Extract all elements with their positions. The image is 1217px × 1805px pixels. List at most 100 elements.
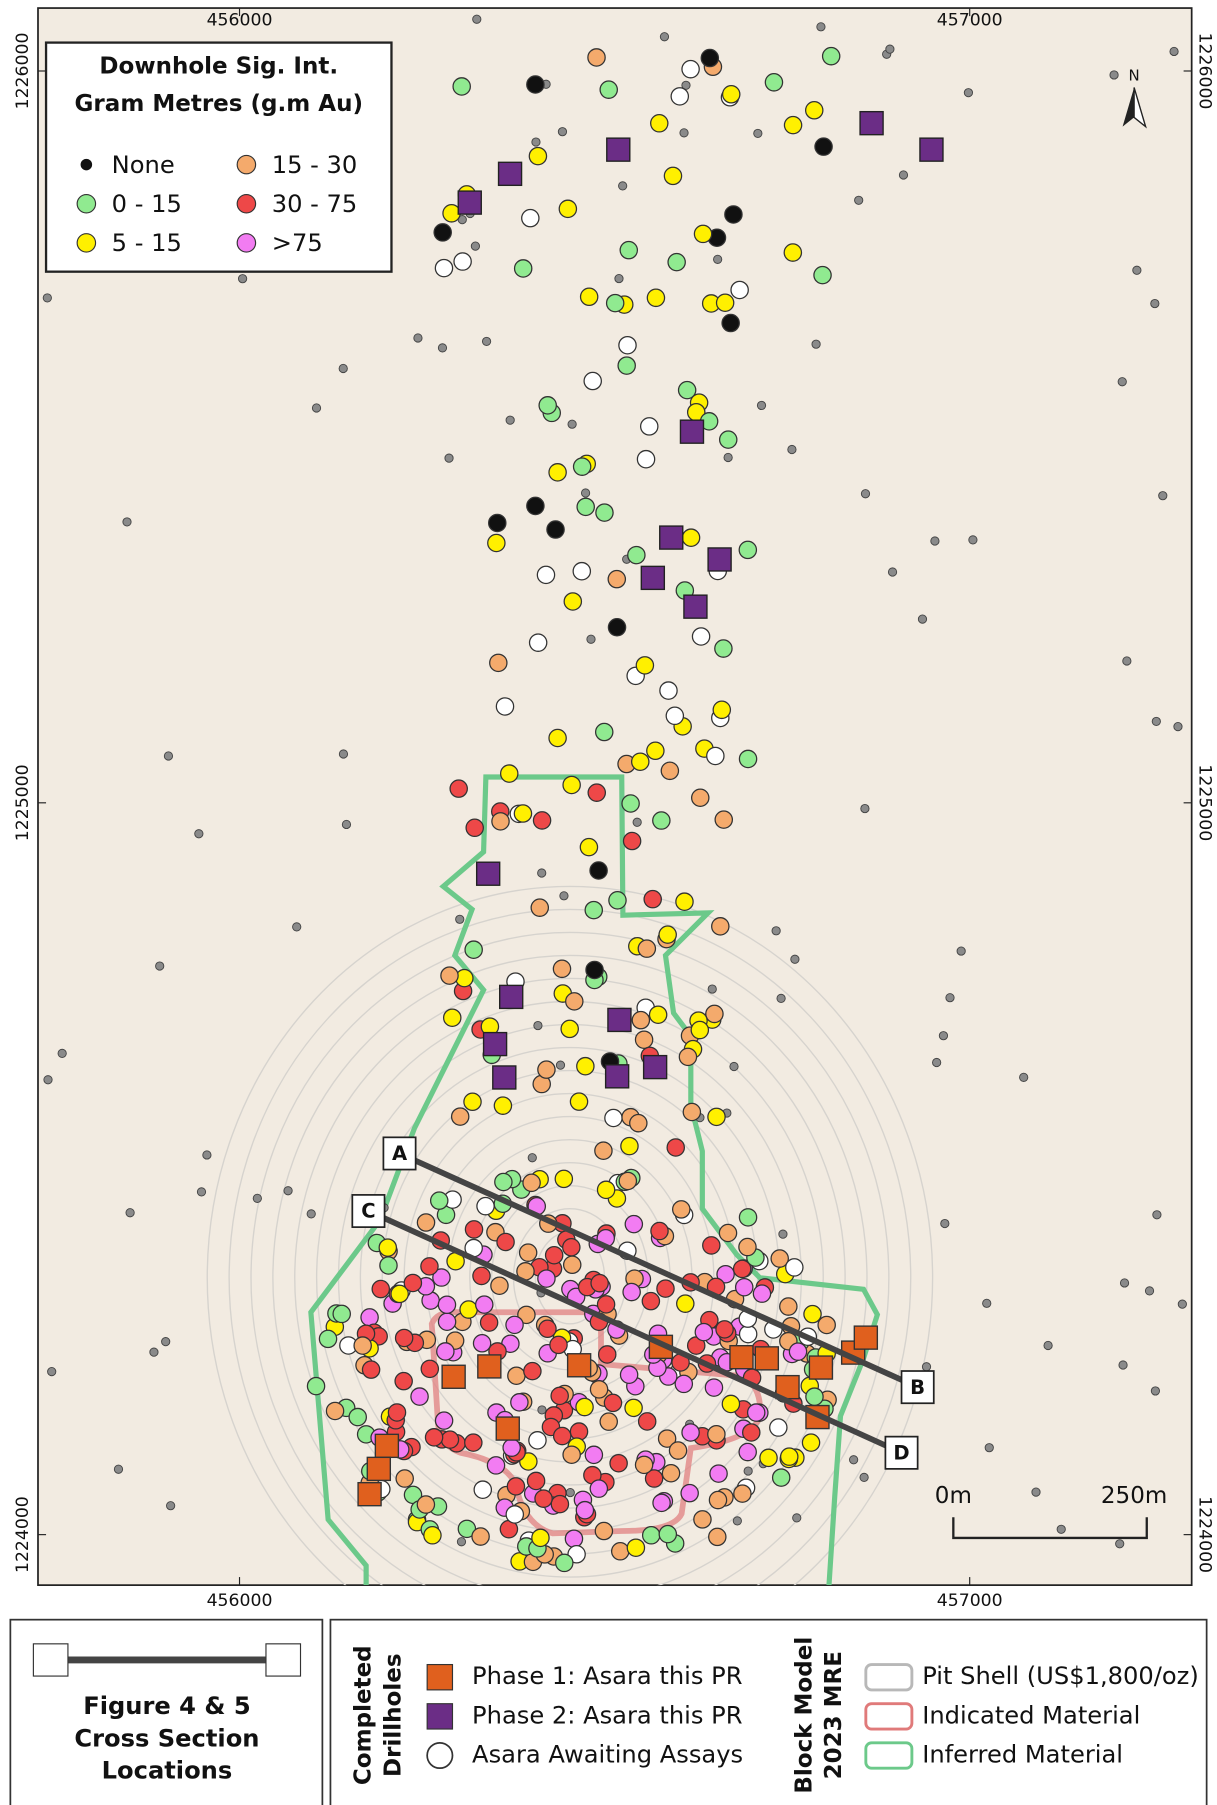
collar <box>538 869 546 877</box>
drillhole <box>618 357 635 374</box>
collar <box>312 404 320 412</box>
drillhole <box>379 1239 396 1256</box>
collar <box>1044 1341 1052 1349</box>
drillhole <box>551 1387 568 1404</box>
drillhole <box>657 1280 674 1297</box>
drillhole <box>417 1214 434 1231</box>
drillhole <box>395 1329 412 1346</box>
drillhole <box>740 1325 757 1342</box>
drillhole <box>660 682 677 699</box>
drillhole <box>595 1522 612 1539</box>
drillhole <box>712 918 729 935</box>
collar <box>457 1538 465 1546</box>
drillhole <box>522 210 539 227</box>
drillhole <box>707 747 724 764</box>
section-label: A <box>392 1142 408 1165</box>
collar <box>855 196 863 204</box>
collar <box>162 1338 170 1346</box>
drillhole <box>647 742 664 759</box>
collar <box>538 1406 546 1414</box>
phase1-hole <box>358 1483 381 1506</box>
drillhole <box>638 940 655 957</box>
drillhole <box>561 1020 578 1037</box>
legend-swatch <box>866 1665 912 1690</box>
drillhole <box>489 514 506 531</box>
drillhole <box>444 1009 461 1026</box>
drillhole <box>435 1412 452 1429</box>
drillhole <box>464 1093 481 1110</box>
collar <box>849 1456 857 1464</box>
drillhole <box>760 1449 777 1466</box>
collar <box>1151 299 1159 307</box>
drillhole <box>506 1506 523 1523</box>
drillhole <box>625 1215 642 1232</box>
legend-swatch <box>427 1704 452 1729</box>
drillhole <box>573 458 590 475</box>
y-tick-label: 1225000 <box>13 764 33 841</box>
phase2-hole <box>641 566 664 589</box>
drillhole <box>515 260 532 277</box>
collar <box>556 1061 564 1069</box>
collar <box>779 1230 787 1238</box>
drillhole <box>815 138 832 155</box>
collar <box>941 1219 949 1227</box>
drillhole <box>739 541 756 558</box>
drillhole <box>723 86 740 103</box>
drillhole <box>722 314 739 331</box>
drillhole <box>694 225 711 242</box>
collar <box>506 416 514 424</box>
drillhole <box>508 1367 525 1384</box>
collar <box>532 138 540 146</box>
footer-heading: Drillholes <box>380 1653 406 1777</box>
phase2-hole <box>680 420 703 443</box>
drillhole <box>564 593 581 610</box>
drillhole <box>734 1485 751 1502</box>
collar <box>1159 492 1167 500</box>
drillhole <box>639 1413 656 1430</box>
drillhole <box>682 529 699 546</box>
legend-label: 5 - 15 <box>112 229 182 257</box>
drillhole <box>597 1181 614 1198</box>
legend-swatch <box>81 159 93 171</box>
section-label: B <box>910 1376 925 1399</box>
drillhole <box>590 1480 607 1497</box>
drillhole <box>564 1256 581 1273</box>
drillhole <box>753 1285 770 1302</box>
phase1-hole <box>496 1417 519 1440</box>
drillhole <box>581 288 598 305</box>
drillhole <box>559 200 576 217</box>
drillhole <box>588 784 605 801</box>
phase1-hole <box>755 1347 778 1370</box>
phase1-hole <box>854 1326 877 1349</box>
y-tick-label: 1225000 <box>1194 764 1214 841</box>
drillhole <box>637 451 654 468</box>
legend-label: Phase 1: Asara this PR <box>472 1662 743 1690</box>
collar <box>1133 266 1141 274</box>
drillhole <box>349 1408 366 1425</box>
drillhole <box>472 1528 489 1545</box>
drillhole <box>600 81 617 98</box>
drillhole <box>538 1270 555 1287</box>
collar <box>164 752 172 760</box>
footer-title: Figure 4 & 5 <box>83 1692 251 1720</box>
drillhole <box>460 1301 477 1318</box>
drillhole <box>786 1259 803 1276</box>
drillhole <box>435 259 452 276</box>
drillhole <box>666 707 683 724</box>
collar <box>1178 1300 1186 1308</box>
phase1-hole <box>367 1457 390 1480</box>
legend-swatch <box>427 1665 452 1690</box>
drillhole <box>555 1170 572 1187</box>
drillhole <box>563 776 580 793</box>
drillhole <box>490 654 507 671</box>
collar <box>983 1299 991 1307</box>
drillhole <box>529 1432 546 1449</box>
legend-label: Phase 2: Asara this PR <box>472 1701 743 1729</box>
drillhole <box>563 1239 580 1256</box>
legend-title: Downhole Sig. Int. <box>99 53 338 79</box>
drillhole <box>527 1472 544 1489</box>
legend-label: Indicated Material <box>922 1701 1140 1729</box>
drillhole <box>789 1343 806 1360</box>
collar <box>48 1367 56 1375</box>
drillhole <box>395 1373 412 1390</box>
